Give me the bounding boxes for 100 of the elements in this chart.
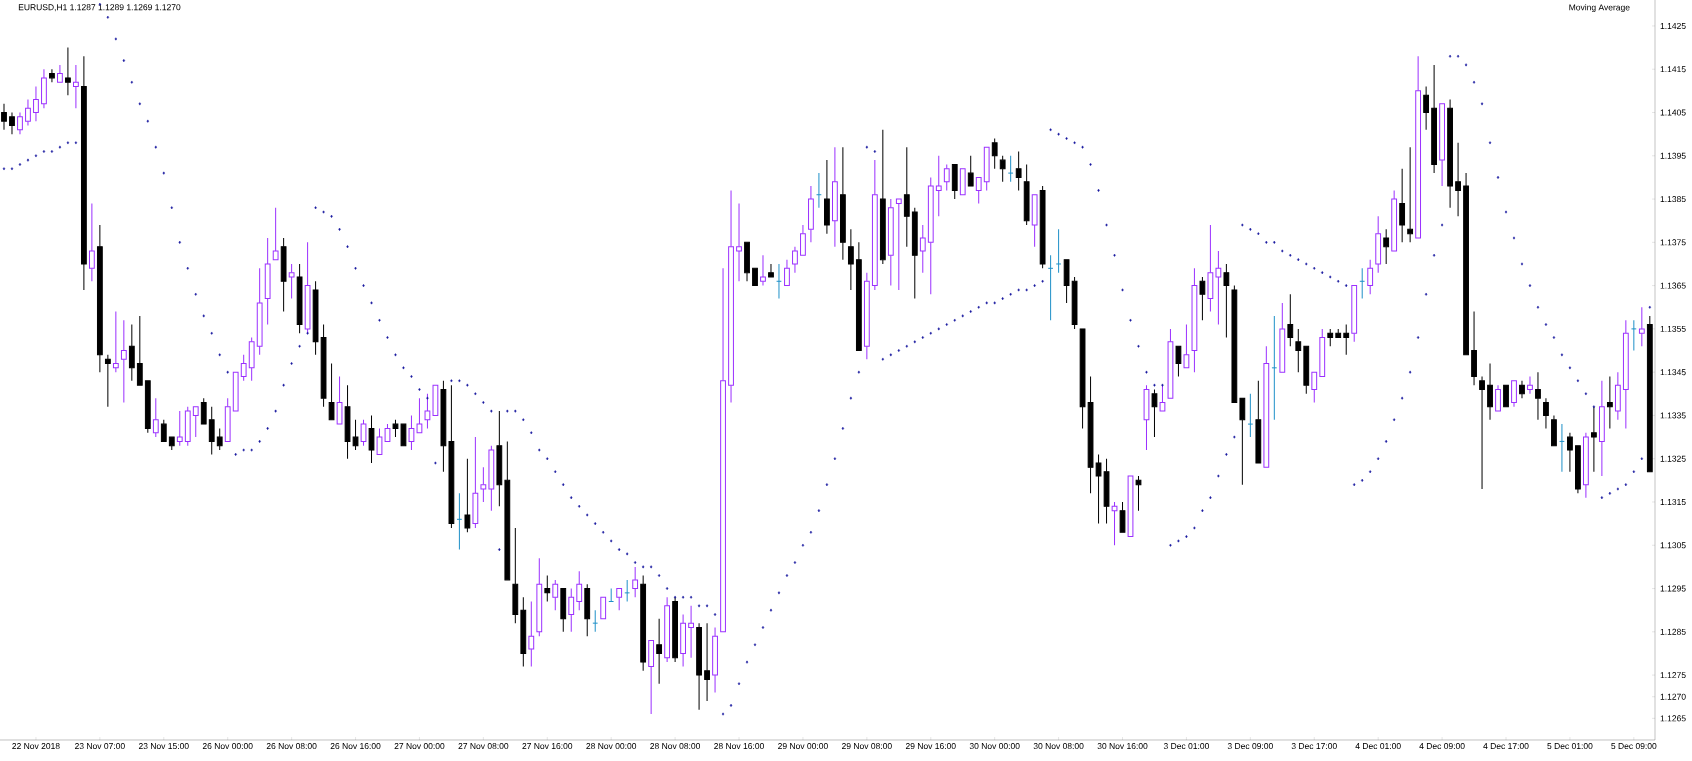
candlestick [57,64,63,83]
candlestick [552,579,559,611]
candlestick [640,575,647,672]
candlestick [1591,406,1597,473]
candlestick [975,176,982,204]
candlestick [512,527,519,624]
candlestick [1287,293,1294,347]
candlestick [328,363,335,421]
x-tick-label: 28 Nov 08:00 [650,743,701,750]
candlestick [264,237,271,326]
candlestick [656,618,663,685]
y-tick-label: 1.1285 [1660,628,1686,635]
x-tick-label: 26 Nov 00:00 [202,743,253,750]
candlestick [504,440,511,581]
candlestick [800,224,806,256]
candlestick [120,319,127,403]
candlestick [576,570,583,611]
candlestick [1415,55,1422,239]
y-tick-label: 1.1325 [1660,455,1686,462]
candlestick [73,64,79,109]
candlestick [839,146,846,261]
annotation: Moving Average [1569,4,1630,13]
candlestick [1279,302,1286,373]
candlestick [480,466,487,503]
candlestick [935,155,942,217]
candlestick [1375,215,1382,274]
y-tick-label: 1.1270 [1660,693,1686,700]
candlestick [96,224,103,373]
candlestick [999,155,1006,183]
candlestick [472,436,479,529]
candlestick [1447,99,1453,209]
candlestick [1087,375,1094,494]
candlestick [688,605,694,659]
candlestick [1495,384,1501,412]
candlestick [1175,345,1182,377]
candlestick [784,259,790,287]
candlestick [65,47,71,96]
candlestick [152,397,159,438]
candlestick [943,163,950,191]
candlestick [1239,397,1246,486]
candlestick [112,311,119,373]
candlestick [648,639,655,715]
x-tick-label: 28 Nov 16:00 [714,743,764,750]
y-tick-label: 1.1315 [1660,498,1686,505]
candlestick [1199,276,1206,321]
candlestick [560,588,567,633]
candlestick [1207,224,1214,313]
candlestick [240,354,247,382]
x-tick-label: 23 Nov 07:00 [75,743,125,750]
x-tick-label: 30 Nov 08:00 [1033,743,1084,750]
candlestick [456,492,463,551]
y-tick-label: 1.1425 [1660,22,1686,29]
candlestick [1535,371,1541,421]
y-tick-label: 1.1385 [1660,196,1686,203]
candlestick [919,224,926,274]
candlestick [911,207,918,300]
candlestick [1527,375,1533,395]
candlestick [1598,380,1605,477]
candlestick [744,241,750,282]
candlestick [1311,371,1318,403]
y-tick-label: 1.1305 [1660,542,1686,549]
candlestick [272,207,279,261]
candlestick [144,380,151,434]
candlestick [488,445,495,512]
candlestick [1167,328,1174,399]
candlestick [1359,267,1366,300]
candlestick [1583,432,1589,499]
candlestick [1111,501,1118,546]
x-tick-label: 5 Dec 01:00 [1547,743,1593,750]
candlestick [128,324,135,382]
candlestick [1015,150,1022,191]
candlestick [1247,393,1254,438]
candlestick [808,185,814,243]
x-tick-label: 4 Dec 09:00 [1419,743,1465,750]
candlestick [1335,328,1342,339]
x-tick-label: 26 Nov 08:00 [266,743,317,750]
y-tick-label: 1.1415 [1660,66,1686,73]
x-tick-label: 26 Nov 16:00 [330,743,381,750]
candlestick [855,241,862,352]
candlestick [1543,397,1549,429]
candlestick [1399,168,1406,243]
candlestick [728,189,734,403]
candlestick [1423,86,1430,131]
candlestick [792,246,798,274]
candlestick [136,315,143,386]
y-tick-label: 1.1365 [1660,282,1686,289]
y-tick-label: 1.1375 [1660,239,1686,246]
x-tick-label: 29 Nov 08:00 [842,743,892,750]
x-tick-label: 30 Nov 16:00 [1097,743,1148,750]
candlestick [1255,380,1262,464]
candlestick [1383,228,1390,265]
candlestick [528,601,535,667]
x-tick-label: 28 Nov 00:00 [586,743,637,750]
candlestick [1367,259,1374,295]
y-tick-label: 1.1405 [1660,109,1686,116]
candlestick [17,112,23,135]
y-tick-label: 1.1345 [1660,369,1686,376]
candlestick [760,254,766,287]
candlestick [256,267,263,356]
x-tick-label: 27 Nov 00:00 [394,743,445,750]
